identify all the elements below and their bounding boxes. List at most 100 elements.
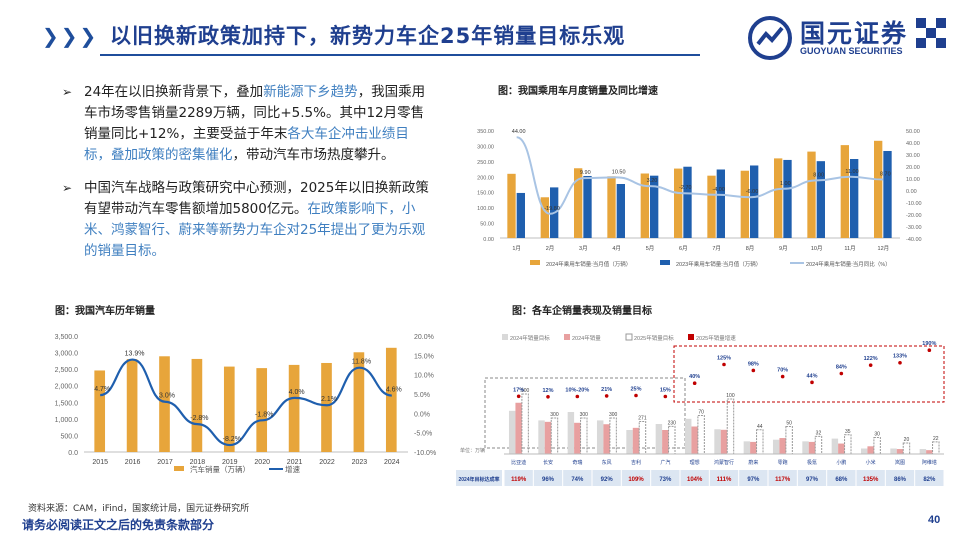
right-axis-tick-label: -5.0% — [414, 431, 432, 438]
target-2024-bar — [772, 439, 780, 454]
x-axis-tick-label: 6月 — [679, 245, 688, 252]
completion-cell-bg — [533, 470, 563, 486]
title-underline — [100, 54, 700, 56]
target-2024-bar — [919, 449, 927, 454]
target-2025-label: 50 — [786, 421, 792, 427]
line-data-label: -6.00 — [746, 189, 759, 195]
completion-rate: 68% — [835, 477, 848, 483]
target-2024-bar — [802, 441, 809, 454]
x-axis-tick-label: 10月 — [811, 245, 823, 252]
chevron-arrows-icon: ❯ ❯ ❯ — [42, 24, 97, 48]
line-data-label: 13.9% — [125, 351, 145, 358]
bar-primary — [707, 175, 716, 238]
automaker-name: 奇瑞 — [572, 459, 582, 466]
completion-rate: 111% — [717, 477, 732, 483]
automaker-name: 理想 — [690, 459, 700, 466]
bar-secondary — [650, 175, 659, 238]
target-2024-bar — [567, 412, 575, 454]
logo-english-name: GUOYUAN SECURITIES — [800, 46, 903, 56]
target-2025-bar — [814, 435, 823, 455]
bullet-item: ➢ 24年在以旧换新背景下，叠加新能源下乡趋势，我国乘用车市场零售销量2289万… — [62, 82, 434, 166]
line-data-label: 8.70 — [880, 172, 891, 178]
left-axis-tick-label: 3,500.0 — [55, 334, 78, 341]
left-axis-tick-label: 250.00 — [477, 160, 494, 166]
source-note: 资料来源：CAM，iFind，国家统计局，国元证券研究所 — [28, 504, 250, 514]
legend-label: 2023年乘用车销量:当月值（万辆） — [676, 260, 761, 268]
growth-2025-dot — [722, 362, 726, 367]
sales-2024-bar — [603, 424, 610, 454]
target-2024-bar — [508, 410, 516, 454]
target-2025-bar — [873, 437, 881, 455]
left-axis-tick-label: 3,000.0 — [55, 351, 78, 358]
x-axis-tick-label: 7月 — [712, 245, 721, 252]
target-2025-label: 30 — [874, 432, 880, 438]
growth-2025-dot — [575, 394, 580, 399]
x-axis-tick-label: 2018 — [190, 459, 206, 466]
sales-2024-bar — [515, 402, 522, 454]
x-axis-tick-label: 4月 — [612, 245, 621, 252]
x-axis-tick-label: 2017 — [157, 459, 173, 466]
line-data-label: -2.8% — [190, 415, 208, 422]
completion-row-header: 2024年目标达成率 — [458, 476, 499, 483]
arrow-bullet-icon: ➢ — [62, 181, 73, 195]
x-axis-tick-label: 3月 — [579, 245, 588, 252]
completion-rate: 109% — [628, 477, 644, 483]
legend-swatch — [660, 260, 670, 265]
legend-swatch — [688, 334, 694, 340]
automaker-name: 广汽 — [660, 459, 670, 466]
bar-primary — [607, 176, 616, 238]
automaker-name: 吉利 — [631, 459, 641, 466]
line-data-label: 4.7% — [94, 386, 110, 393]
x-axis-tick-label: 2月 — [546, 245, 555, 252]
target-2025-bar — [756, 429, 764, 455]
bullet-list: ➢ 24年在以旧换新背景下，叠加新能源下乡趋势，我国乘用车市场零售销量2289万… — [62, 82, 434, 274]
target-2025-label: 22 — [933, 436, 939, 442]
line-data-label: 44.00 — [512, 129, 526, 135]
growth-2025-label: 25% — [630, 387, 641, 393]
annual-sales-chart: 0.0 500.0 1,000.0 1,500.0 2,000.0 2,500.0 3,00… — [55, 334, 437, 474]
completion-cell-bg — [563, 470, 592, 486]
target-2024-bar — [626, 430, 633, 454]
growth-2025-dot — [927, 348, 932, 352]
automaker-name: 阿维塔 — [922, 459, 937, 466]
completion-cell-bg — [797, 470, 827, 486]
completion-rate: 96% — [542, 477, 555, 483]
checker-pattern-icon — [916, 18, 946, 48]
bar-primary — [321, 362, 332, 452]
growth-2025-label: 125% — [717, 356, 731, 362]
target-2025-label: 271 — [638, 415, 647, 421]
target-2025-bar — [697, 415, 705, 455]
completion-cell-bg — [592, 470, 621, 486]
bullet-2-text: 中国汽车战略与政策研究中心预测，2025年以旧换新政策有望带动汽车零售额增加58… — [84, 180, 429, 259]
automaker-name: 蔚来 — [748, 459, 758, 466]
line-data-label: -2.70 — [679, 185, 692, 191]
right-axis-tick-label: 40.00 — [906, 141, 920, 147]
completion-rate: 119% — [511, 477, 527, 483]
bar-primary — [807, 151, 816, 238]
disclaimer-note: 请务必阅读正文之后的免责条款部分 — [22, 518, 215, 532]
automaker-name: 东风 — [602, 459, 612, 466]
x-axis-tick-label: 2020 — [254, 459, 270, 466]
automaker-name: 长安 — [543, 459, 553, 466]
target-2025-bar — [580, 417, 588, 455]
right-axis-tick-label: 20.00 — [906, 165, 920, 171]
new-entrant-box — [673, 345, 945, 403]
bar-primary — [507, 173, 516, 238]
growth-2025-label: 10%-20% — [565, 388, 589, 394]
caption-monthly-chart: 图：我国乘用车月度销量及同比增速 — [498, 86, 658, 97]
completion-cell-bg — [504, 470, 533, 486]
x-axis-tick-label: 8月 — [746, 245, 755, 252]
target-2024-bar — [684, 418, 692, 454]
growth-2025-dot — [634, 393, 638, 398]
growth-2025-label: 12% — [542, 388, 553, 394]
growth-2025-dot — [868, 363, 873, 367]
line-data-label: 11.00 — [845, 169, 858, 175]
automaker-targets-chart: 2024年销量目标 2024年销量 2025年销量目标 2025年销量增速 50017%… — [456, 333, 945, 486]
automaker-name: 零跑 — [778, 459, 788, 466]
target-2024-bar — [538, 420, 545, 454]
bar-secondary — [816, 161, 825, 238]
growth-2025-label: 98% — [748, 361, 759, 367]
completion-cell-bg — [827, 470, 856, 486]
target-2025-label: 300 — [550, 412, 559, 418]
legend-swatch — [530, 260, 540, 265]
